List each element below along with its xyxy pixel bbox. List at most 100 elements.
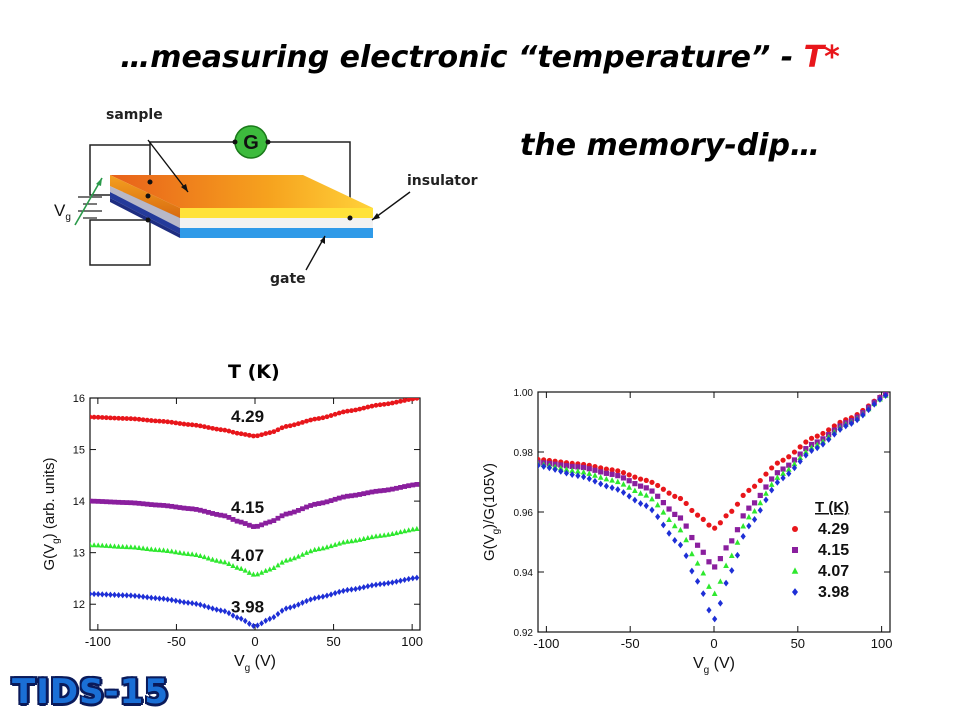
- data-point: [185, 506, 191, 511]
- data-point: [316, 546, 322, 552]
- data-point: [763, 490, 769, 496]
- data-point: [238, 431, 244, 437]
- data-point: [169, 503, 175, 509]
- data-point: [214, 426, 220, 432]
- data-point: [361, 535, 367, 541]
- data-point: [263, 520, 269, 526]
- data-point: [706, 522, 712, 528]
- data-point: [246, 569, 252, 575]
- wire-top-right: [268, 141, 351, 218]
- data-point: [871, 400, 877, 408]
- data-point: [234, 430, 240, 436]
- data-point: [185, 599, 191, 606]
- data-point: [365, 534, 371, 540]
- data-point: [751, 483, 758, 489]
- data-point: [558, 462, 564, 468]
- series-4.07: [90, 525, 420, 577]
- data-point: [169, 419, 175, 425]
- data-point: [769, 476, 775, 482]
- data-point: [304, 504, 309, 510]
- data-point: [340, 409, 346, 415]
- data-point: [660, 500, 666, 506]
- data-point: [214, 606, 220, 613]
- data-point: [626, 478, 632, 484]
- data-point: [598, 469, 604, 475]
- data-point: [144, 594, 150, 601]
- data-point: [373, 581, 379, 588]
- data-point: [706, 583, 712, 589]
- data-point: [603, 466, 609, 472]
- data-point: [768, 481, 775, 487]
- data-point: [689, 550, 695, 557]
- data-point: [177, 505, 183, 510]
- data-point: [414, 482, 420, 487]
- data-point: [402, 398, 407, 403]
- data-point: [734, 501, 741, 507]
- data-point: [242, 617, 248, 625]
- data-point: [205, 555, 212, 561]
- data-point: [177, 421, 183, 426]
- data-point: [95, 542, 101, 548]
- data-point: [287, 423, 293, 429]
- data-point: [206, 425, 211, 430]
- data-point: [324, 414, 330, 420]
- series-4.15: [90, 482, 420, 529]
- data-point: [683, 500, 689, 507]
- data-point: [161, 595, 166, 602]
- data-point: [734, 527, 741, 533]
- data-point: [140, 417, 146, 423]
- data-point: [831, 423, 837, 429]
- data-point: [353, 407, 358, 413]
- data-point: [136, 416, 142, 422]
- data-point: [144, 545, 150, 551]
- data-point: [808, 447, 815, 455]
- data-point: [563, 463, 570, 469]
- data-point: [712, 615, 718, 623]
- data-point: [791, 449, 798, 455]
- data-point: [165, 596, 171, 603]
- data-point: [324, 544, 330, 550]
- data-point: [222, 559, 228, 565]
- data-point: [672, 511, 678, 518]
- data-point: [780, 474, 786, 482]
- data-point: [259, 522, 264, 528]
- data-point: [598, 480, 604, 488]
- data-point: [746, 505, 752, 511]
- data-point: [655, 493, 661, 499]
- data-point: [837, 426, 843, 433]
- data-point: [115, 543, 122, 549]
- data-point: [103, 499, 109, 505]
- data-point: [381, 401, 387, 407]
- data-point: [345, 408, 350, 414]
- data-point: [242, 432, 248, 437]
- y-tick-label: 0.98: [514, 448, 534, 459]
- data-point: [157, 502, 162, 508]
- data-point: [320, 415, 326, 421]
- data-point: [883, 392, 889, 399]
- data-point: [189, 506, 195, 512]
- left-chart: -100 -50 0 50 100 12 13 14 15 16 Vg (V) G(Vg) (arb.…: [41, 393, 423, 674]
- data-point: [369, 534, 375, 540]
- data-point: [275, 610, 281, 618]
- data-point: [377, 488, 383, 494]
- data-point: [246, 522, 252, 528]
- x-tick-label: 0: [710, 636, 717, 651]
- data-point: [410, 575, 416, 582]
- data-point: [120, 543, 126, 549]
- data-point: [148, 418, 154, 423]
- data-point: [877, 396, 883, 403]
- data-point: [700, 516, 706, 522]
- data-point: [295, 553, 302, 559]
- data-point: [234, 518, 240, 524]
- legend-marker: [792, 588, 798, 596]
- legend-entry: 4.07: [818, 563, 849, 580]
- data-point: [300, 599, 305, 606]
- data-point: [140, 501, 146, 507]
- data-point: [193, 422, 199, 428]
- data-point: [263, 617, 269, 624]
- data-point: [136, 500, 142, 506]
- data-point: [116, 591, 121, 599]
- data-point: [107, 543, 114, 549]
- data-point: [120, 416, 126, 421]
- data-point: [780, 457, 786, 463]
